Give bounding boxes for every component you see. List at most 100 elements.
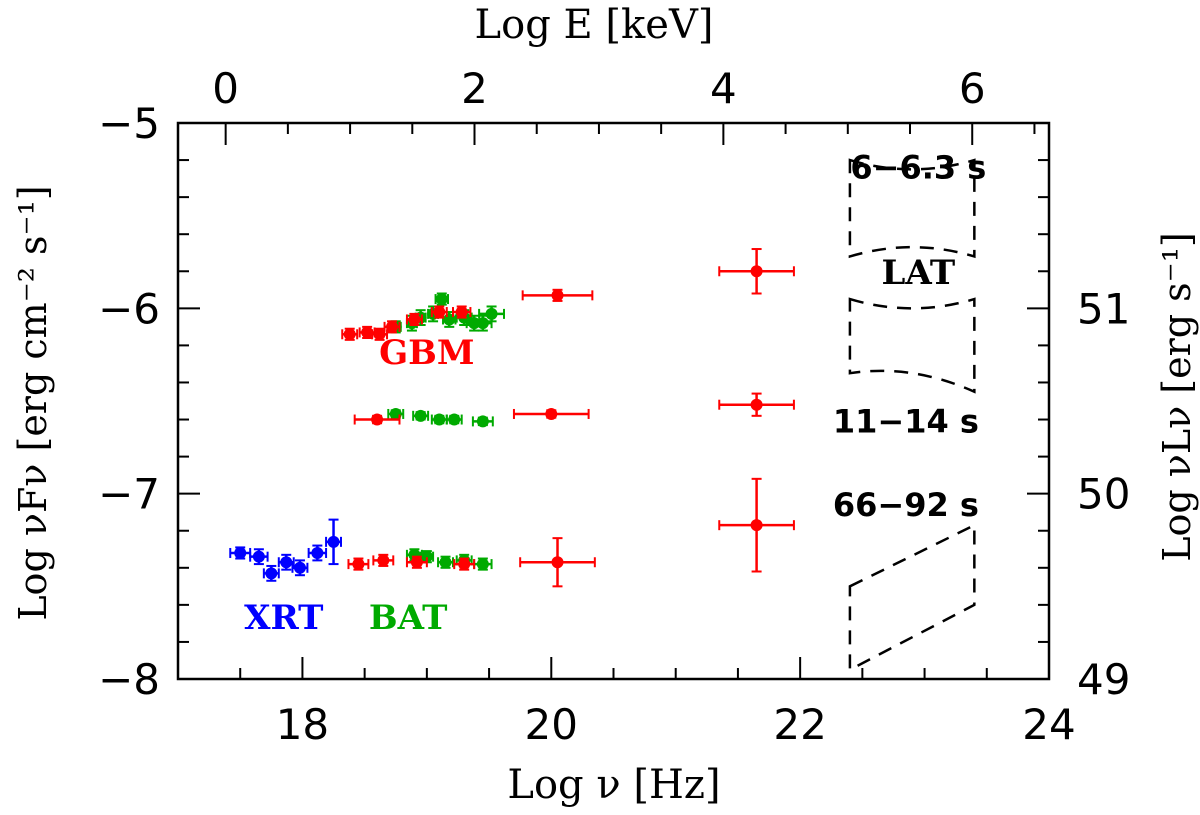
y-tick-label: −5	[98, 99, 160, 148]
gbm-marker	[352, 558, 365, 571]
bat-point	[430, 413, 448, 426]
y-axis-label: Log νFν [erg cm⁻² s⁻¹]	[11, 185, 55, 620]
gbm-point	[451, 305, 472, 319]
x-tick-label: 24	[1022, 700, 1075, 749]
bat-point	[473, 557, 493, 571]
bat-point	[471, 415, 494, 428]
right-tick-label: 49	[1077, 655, 1130, 704]
interval-annotation: 11−14 s	[833, 403, 979, 441]
gbm-point	[371, 327, 389, 341]
xrt-marker	[265, 567, 278, 580]
data-marks	[229, 158, 976, 672]
top-axis-label: Log E [keV]	[475, 2, 714, 48]
gbm-marker	[433, 306, 446, 319]
gbm-marker	[551, 556, 564, 569]
gbm-point	[430, 305, 448, 319]
lat-bowtie	[848, 523, 976, 672]
bat-point	[478, 305, 506, 323]
bat-marker	[439, 556, 452, 569]
gbm-point	[353, 413, 401, 426]
xrt-point	[229, 546, 252, 560]
x-tick-label: 22	[773, 700, 826, 749]
xrt-point	[277, 553, 295, 571]
top-tick-label: 2	[461, 64, 488, 113]
bat-marker	[476, 558, 489, 571]
interval-annotation: 6−6.3 s	[850, 149, 986, 187]
gbm-marker	[551, 289, 564, 302]
right-tick-label: 50	[1077, 470, 1130, 519]
gbm-point	[372, 553, 395, 567]
right-tick-label: 51	[1077, 284, 1130, 333]
gbm-marker	[458, 558, 471, 571]
xrt-point	[249, 548, 269, 566]
plot-frame	[176, 121, 1051, 681]
bat-point	[434, 292, 450, 306]
x-tick-label: 20	[525, 700, 578, 749]
x-axis-label: Log ν [Hz]	[507, 762, 720, 808]
xrt-marker	[327, 535, 340, 548]
xrt-marker	[280, 556, 293, 569]
interval-annotation: 66−92 s	[833, 486, 979, 524]
gbm-marker	[373, 328, 386, 341]
gbm-point	[453, 557, 476, 571]
lat-bowtie	[848, 158, 976, 259]
top-tick-label: 6	[959, 64, 986, 113]
xrt-marker	[293, 561, 306, 574]
gbm-marker	[361, 326, 374, 339]
right-axis-label: Log νLν [erg s⁻¹]	[1155, 232, 1199, 562]
plot-area	[176, 121, 1051, 681]
bat-point	[445, 413, 463, 426]
bat-marker	[435, 293, 448, 306]
top-tick-label: 0	[212, 64, 239, 113]
gbm-marker	[750, 398, 763, 411]
gbm-point	[519, 537, 596, 588]
gbm-point	[405, 555, 428, 569]
gbm-point	[347, 557, 370, 571]
y-tick-label: −7	[98, 470, 160, 519]
bat-point	[412, 409, 430, 422]
gbm-point	[521, 288, 594, 302]
xrt-point	[307, 544, 328, 562]
gbm-marker	[545, 407, 558, 420]
gbm-point	[718, 392, 795, 417]
chart-labels: GBM XRT BAT LAT 6−6.3 s 11−14 s 66−92 s	[244, 149, 986, 638]
gbm-marker	[750, 265, 763, 278]
label-xrt: XRT	[244, 598, 323, 638]
bat-marker	[448, 413, 461, 426]
bat-marker	[476, 415, 489, 428]
xrt-marker	[252, 550, 265, 563]
gbm-point	[512, 407, 590, 420]
xrt-marker	[311, 546, 324, 559]
label-lat: LAT	[881, 253, 955, 293]
gbm-marker	[410, 556, 423, 569]
bat-marker	[485, 307, 498, 320]
gbm-marker	[371, 413, 384, 426]
gbm-point	[341, 327, 359, 341]
gbm-marker	[750, 519, 763, 532]
xrt-point	[262, 564, 280, 582]
gbm-marker	[408, 313, 421, 326]
bat-point	[387, 407, 405, 420]
y-tick-label: −8	[98, 655, 160, 704]
top-tick-label: 4	[710, 64, 737, 113]
gbm-marker	[386, 320, 399, 333]
gbm-point	[718, 248, 795, 295]
gbm-marker	[377, 554, 390, 567]
bat-marker	[414, 409, 427, 422]
gbm-point	[405, 312, 423, 327]
xrt-marker	[234, 546, 247, 559]
bat-marker	[476, 317, 489, 330]
bat-marker	[420, 550, 433, 563]
y-tick-label: −6	[98, 284, 160, 333]
bat-marker	[433, 413, 446, 426]
xrt-point	[291, 559, 309, 577]
gbm-point	[718, 477, 795, 573]
bat-point	[437, 555, 454, 569]
gbm-point	[383, 320, 401, 334]
label-gbm: GBM	[379, 333, 474, 373]
label-bat: BAT	[369, 598, 448, 638]
xrt-point	[325, 518, 343, 566]
lat-bowtie	[848, 297, 976, 394]
